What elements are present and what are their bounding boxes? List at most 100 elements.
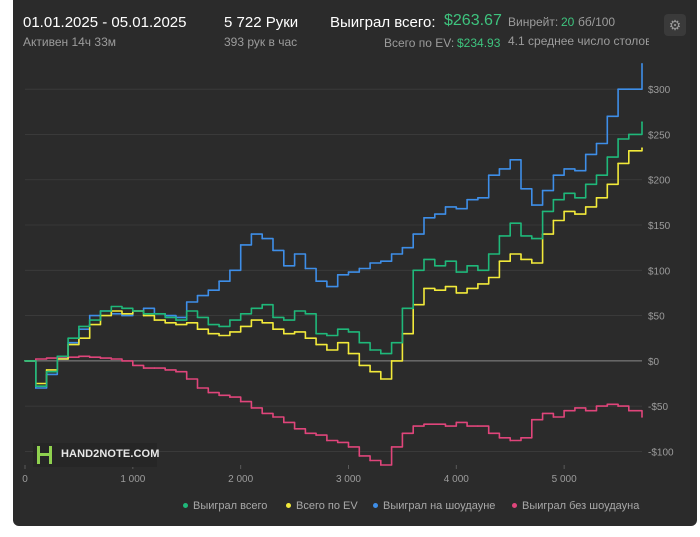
data-point xyxy=(175,323,177,326)
data-point xyxy=(293,310,296,312)
data-point xyxy=(487,174,490,177)
data-point xyxy=(380,352,382,355)
data-point xyxy=(88,319,91,321)
data-point xyxy=(455,292,458,294)
data-point xyxy=(185,310,188,312)
data-point xyxy=(552,416,555,418)
data-point xyxy=(641,121,643,123)
data-point xyxy=(530,237,533,240)
ev-value: $234.93 xyxy=(457,36,501,50)
data-point xyxy=(509,159,512,161)
data-point xyxy=(282,421,285,424)
data-point xyxy=(498,260,501,263)
data-point xyxy=(455,207,458,210)
data-point xyxy=(617,405,619,407)
data-point xyxy=(88,356,91,359)
data-point xyxy=(369,459,371,462)
data-point xyxy=(541,189,544,192)
data-point xyxy=(175,319,177,321)
data-point xyxy=(606,403,609,406)
x-tick-label: 3 000 xyxy=(336,474,361,485)
data-point xyxy=(282,264,285,267)
data-point xyxy=(261,412,264,415)
data-point xyxy=(218,334,220,337)
data-point xyxy=(401,432,404,435)
data-point xyxy=(88,314,91,317)
data-point xyxy=(617,138,619,140)
data-point xyxy=(326,349,328,351)
data-point xyxy=(336,341,339,344)
data-point xyxy=(423,216,425,219)
data-point xyxy=(595,174,598,177)
legend-label: Выиграл без шоудауна xyxy=(522,500,640,512)
data-point xyxy=(153,312,156,315)
won-total-label: Выиграл всего: xyxy=(330,14,436,31)
data-point xyxy=(401,246,404,249)
data-point xyxy=(477,283,479,285)
data-point xyxy=(584,206,587,208)
data-point xyxy=(595,197,598,199)
y-tick-label: $100 xyxy=(648,266,671,277)
legend-non-showdown[interactable]: Выиграл без шоудауна xyxy=(512,500,639,512)
data-point xyxy=(315,434,317,436)
gear-icon[interactable]: ⚙ xyxy=(664,14,686,36)
data-point xyxy=(595,142,598,145)
data-point xyxy=(358,455,361,457)
date-range[interactable]: 01.01.2025 - 05.01.2025 xyxy=(23,14,187,31)
data-point xyxy=(520,235,522,237)
data-point xyxy=(293,427,296,430)
data-point xyxy=(142,367,145,369)
data-point xyxy=(412,269,414,272)
x-tick-label: 5 000 xyxy=(552,474,577,485)
data-point xyxy=(110,305,113,308)
data-point xyxy=(369,349,371,351)
data-point xyxy=(315,343,317,346)
hands-count: 5 722 Руки xyxy=(224,14,299,31)
data-point xyxy=(390,253,393,255)
data-point xyxy=(250,319,253,321)
y-tick-label: $150 xyxy=(648,221,671,232)
data-point xyxy=(207,289,210,292)
data-point xyxy=(185,301,188,303)
legend-label: Всего по EV xyxy=(296,500,358,512)
data-point xyxy=(304,337,307,340)
data-point xyxy=(423,258,425,261)
y-tick-label: $250 xyxy=(648,130,671,141)
data-point xyxy=(477,197,479,199)
data-point xyxy=(164,322,166,324)
data-point xyxy=(326,334,328,337)
data-point xyxy=(304,312,307,315)
stats-panel xyxy=(13,0,697,526)
data-point xyxy=(606,156,609,158)
data-point xyxy=(185,322,188,324)
data-point xyxy=(78,325,80,328)
data-point xyxy=(239,312,242,315)
data-point xyxy=(563,210,565,213)
data-point xyxy=(509,222,512,224)
data-point xyxy=(606,183,609,186)
legend-showdown[interactable]: Выиграл на шоудауне xyxy=(373,500,495,512)
data-point xyxy=(563,409,565,412)
legend-ev[interactable]: Всего по EV xyxy=(286,500,358,512)
data-point xyxy=(487,432,490,435)
data-point xyxy=(347,331,350,333)
data-point xyxy=(229,269,231,272)
legend-won-total[interactable]: Выиграл всего xyxy=(183,500,267,512)
legend-dot xyxy=(286,502,291,508)
data-point xyxy=(369,370,371,373)
data-point xyxy=(628,409,630,412)
data-point xyxy=(336,274,339,276)
y-tick-label: $300 xyxy=(648,85,671,96)
data-point xyxy=(444,425,447,427)
data-point xyxy=(358,341,361,344)
data-point xyxy=(207,323,210,326)
data-point xyxy=(498,168,501,170)
data-point xyxy=(121,360,123,362)
data-point xyxy=(153,319,156,321)
series-non-showdown xyxy=(25,355,643,466)
data-point xyxy=(380,464,382,466)
data-point xyxy=(595,405,598,407)
hands-per-hour: 393 рук в час xyxy=(224,35,298,49)
data-point xyxy=(261,303,264,306)
data-point xyxy=(239,244,242,246)
